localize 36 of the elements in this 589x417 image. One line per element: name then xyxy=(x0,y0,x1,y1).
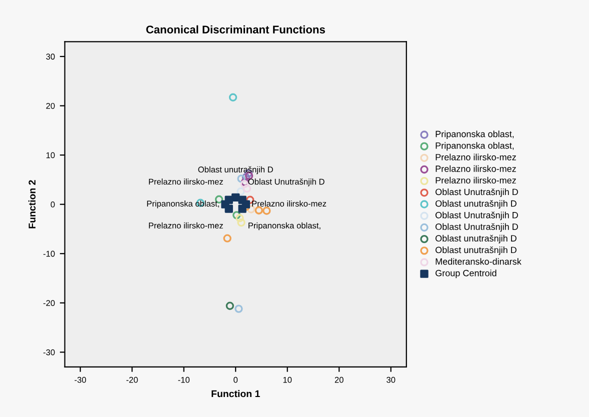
y-tick-label: -10 xyxy=(43,250,55,257)
y-tick-label: -30 xyxy=(43,349,55,356)
legend-label: Oblast Unutrašnjih D xyxy=(436,188,518,197)
y-tick-label: 10 xyxy=(46,152,55,158)
legend-label: Oblast Unutrašnjih D xyxy=(436,223,518,232)
x-tick-label: 10 xyxy=(283,376,292,383)
y-tick-label: 0 xyxy=(50,202,55,208)
annotation: Prelazno ilirsko-mez xyxy=(148,222,223,228)
x-tick-label: -10 xyxy=(178,376,190,383)
x-tick-label: 30 xyxy=(386,376,396,383)
y-tick-label: -20 xyxy=(43,300,55,306)
annotation: Pripanonska oblast, xyxy=(248,222,320,230)
annotation: Oblast Unutrašnjih D xyxy=(248,178,324,186)
legend-label: Mediteransko-dinarsk xyxy=(436,258,522,265)
legend-label: Oblast unutrašnjih D xyxy=(436,234,516,244)
x-axis-title: Function 1 xyxy=(212,390,260,398)
annotation: Prelazno ilirsko-mez xyxy=(148,178,223,185)
legend-label: Oblast unutrašnjih D xyxy=(436,200,516,209)
x-tick-label: 0 xyxy=(234,376,238,383)
chart-title: Canonical Discriminant Functions xyxy=(146,25,325,34)
legend-label: Pripanonska oblast, xyxy=(436,142,514,151)
x-tick-label: -30 xyxy=(74,376,86,383)
annotation: Prelazno ilirsko-mez xyxy=(252,200,326,207)
y-axis-title: Function 2 xyxy=(28,180,36,228)
annotation: Oblast unutrašnjih D xyxy=(198,166,273,174)
x-tick-label: 20 xyxy=(334,376,344,383)
legend-label: Prelazno ilirsko-mez xyxy=(436,165,516,172)
legend-label: Oblast Unutrašnjih D xyxy=(436,212,518,220)
legend-label: Pripanonska oblast, xyxy=(436,130,514,139)
legend-label: Prelazno ilirsko-mez xyxy=(436,176,516,184)
x-tick-label: -20 xyxy=(126,376,138,383)
legend-label: Prelazno ilirsko-mez xyxy=(436,154,516,160)
y-tick-label: 20 xyxy=(46,102,55,109)
legend-label: Oblast unutrašnjih D xyxy=(436,246,516,255)
y-tick-label: 30 xyxy=(46,54,55,60)
legend-label: Group Centroid xyxy=(436,270,496,278)
